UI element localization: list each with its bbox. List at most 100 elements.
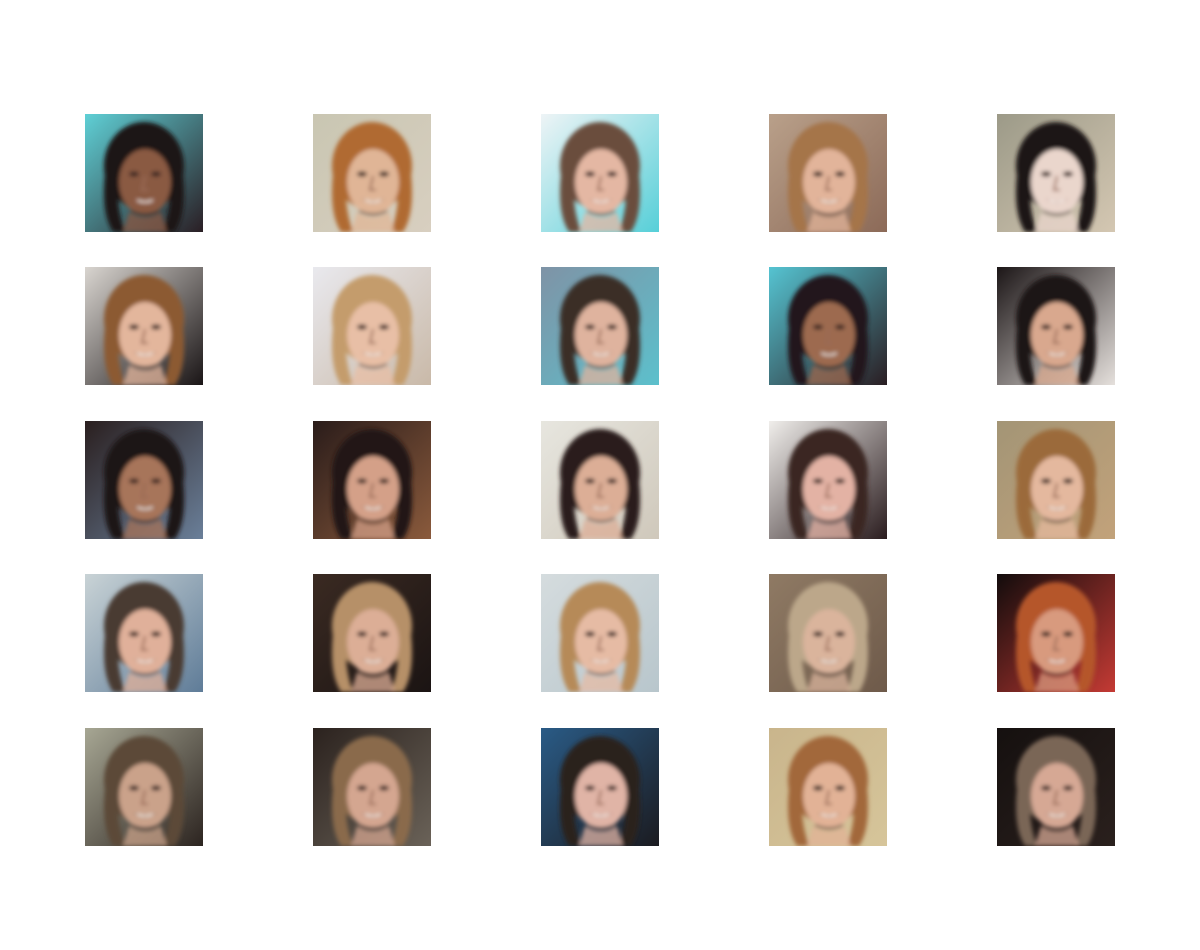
- face: [803, 302, 855, 368]
- neck: [807, 212, 851, 232]
- face: [1031, 763, 1083, 829]
- left-eye: [129, 631, 139, 637]
- right-eye: [835, 478, 845, 484]
- generated-face-sample: [541, 114, 659, 232]
- neck: [351, 519, 395, 539]
- nose: [368, 789, 376, 805]
- face: [575, 763, 627, 829]
- neck: [579, 365, 623, 385]
- chin-line: [130, 824, 160, 830]
- teeth: [592, 813, 610, 817]
- teeth: [136, 199, 154, 203]
- chin-line: [358, 824, 388, 830]
- chin-line: [130, 517, 160, 523]
- nose: [596, 482, 604, 498]
- hair-left: [104, 634, 125, 692]
- face-blur-group: [560, 122, 640, 232]
- nose: [140, 635, 148, 651]
- chin-line: [358, 670, 388, 676]
- face-blur-group: [1016, 429, 1096, 539]
- face: [1031, 609, 1083, 675]
- chin-line: [1042, 210, 1072, 216]
- left-eye: [357, 324, 367, 330]
- hair-left: [332, 481, 353, 539]
- hair-right: [619, 481, 640, 539]
- left-eye: [585, 785, 595, 791]
- right-eye: [607, 478, 617, 484]
- teeth: [136, 506, 154, 510]
- nose: [824, 789, 832, 805]
- chin-line: [358, 517, 388, 523]
- hair-right: [1075, 174, 1096, 232]
- face-image: [769, 574, 887, 692]
- right-eye: [151, 171, 161, 177]
- mouth: [590, 506, 612, 510]
- nose: [1052, 328, 1060, 344]
- chin-line: [130, 363, 160, 369]
- face-image: [769, 421, 887, 539]
- teeth: [820, 659, 838, 663]
- nose: [140, 175, 148, 191]
- hair-right: [619, 788, 640, 846]
- chin-line: [586, 824, 616, 830]
- face-blur-group: [788, 275, 868, 385]
- hair-left: [104, 481, 125, 539]
- face-blur-group: [1016, 582, 1096, 692]
- generated-face-sample: [313, 114, 431, 232]
- mouth: [362, 813, 384, 817]
- mouth: [362, 659, 384, 663]
- teeth: [136, 659, 154, 663]
- left-eye: [1041, 324, 1051, 330]
- chin-line: [814, 824, 844, 830]
- face-blur-group: [560, 429, 640, 539]
- mouth: [818, 352, 840, 356]
- right-eye: [607, 171, 617, 177]
- face-image: [541, 267, 659, 385]
- face: [803, 149, 855, 215]
- teeth: [136, 352, 154, 356]
- generated-face-sample: [313, 421, 431, 539]
- mouth: [1046, 506, 1068, 510]
- neck: [1035, 212, 1079, 232]
- mouth: [1046, 659, 1068, 663]
- nose: [824, 635, 832, 651]
- left-eye: [129, 785, 139, 791]
- hair-right: [619, 327, 640, 385]
- teeth: [592, 199, 610, 203]
- right-eye: [1063, 324, 1073, 330]
- face-blur-group: [560, 736, 640, 846]
- neck: [579, 672, 623, 692]
- face: [575, 609, 627, 675]
- hair-right: [619, 634, 640, 692]
- hair-left: [560, 788, 581, 846]
- right-eye: [379, 171, 389, 177]
- generated-face-sample: [769, 114, 887, 232]
- chin-line: [1042, 517, 1072, 523]
- right-eye: [379, 478, 389, 484]
- hair-left: [1016, 634, 1037, 692]
- nose: [824, 482, 832, 498]
- face-blur-group: [104, 736, 184, 846]
- right-eye: [607, 631, 617, 637]
- right-eye: [1063, 785, 1073, 791]
- hair-right: [391, 481, 412, 539]
- left-eye: [129, 478, 139, 484]
- face-blur-group: [560, 275, 640, 385]
- nose: [1052, 635, 1060, 651]
- left-eye: [585, 631, 595, 637]
- face: [119, 302, 171, 368]
- generated-face-sample: [997, 421, 1115, 539]
- hair-left: [788, 788, 809, 846]
- left-eye: [357, 171, 367, 177]
- face-image: [313, 421, 431, 539]
- face-image: [997, 267, 1115, 385]
- teeth: [1048, 506, 1066, 510]
- right-eye: [379, 324, 389, 330]
- neck: [579, 519, 623, 539]
- hair-left: [104, 327, 125, 385]
- face: [803, 456, 855, 522]
- teeth: [364, 659, 382, 663]
- hair-right: [163, 634, 184, 692]
- left-eye: [813, 785, 823, 791]
- nose: [596, 789, 604, 805]
